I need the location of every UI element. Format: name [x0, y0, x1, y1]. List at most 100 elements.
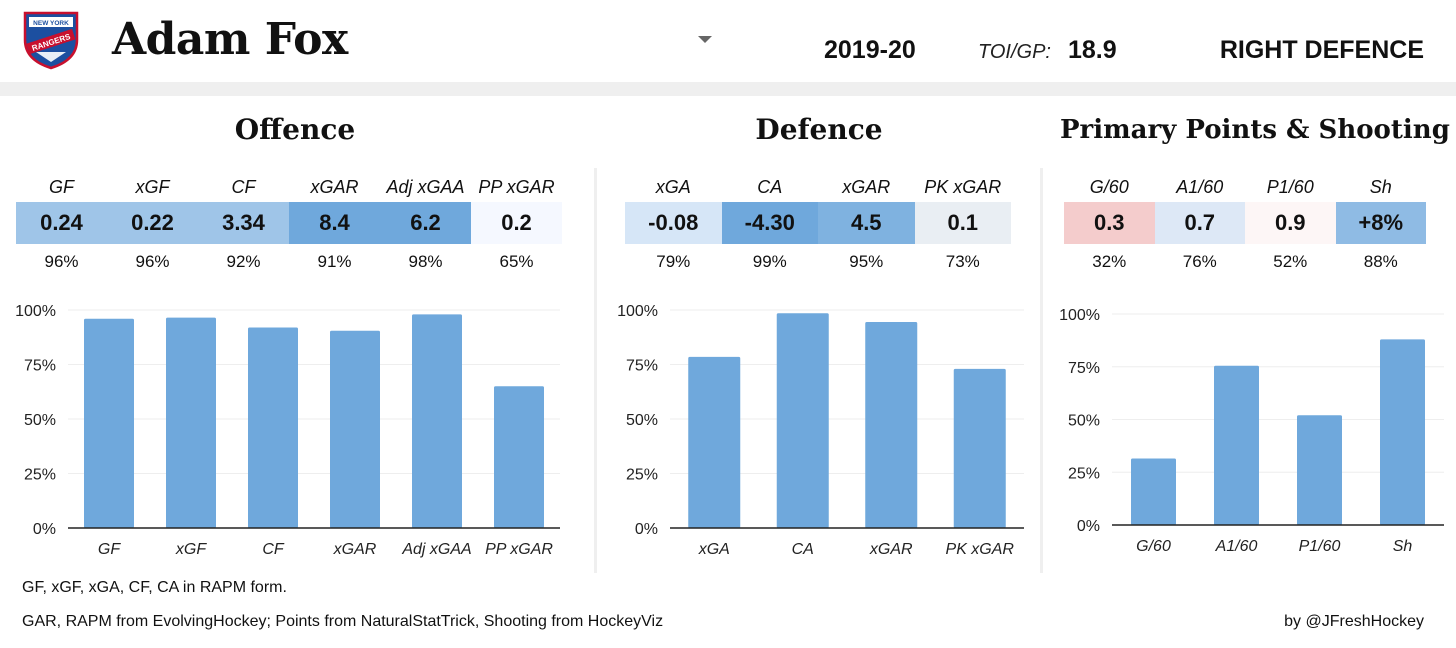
stat-percentile-pk-xgar: 73% — [945, 252, 980, 271]
x-tick-label-cf: CF — [262, 541, 285, 558]
section-title-offence: Offence — [234, 113, 356, 146]
y-tick-label: 25% — [626, 467, 658, 484]
stat-label-sh: Sh — [1369, 177, 1392, 197]
player-dropdown-arrow-icon[interactable] — [698, 36, 712, 43]
stat-percentile-adj-xgaa: 98% — [408, 252, 443, 271]
x-tick-label-xga: xGA — [698, 541, 730, 558]
stat-percentile-ca: 99% — [752, 252, 787, 271]
y-tick-label: 50% — [626, 412, 658, 429]
toi-value: 18.9 — [1068, 36, 1117, 64]
stat-percentile-xgar: 91% — [317, 252, 352, 271]
bar-gf — [84, 318, 134, 528]
bar-pp-xgar — [494, 386, 544, 528]
stat-value-gf: 0.24 — [16, 202, 107, 244]
stat-percentile-g-60: 32% — [1092, 252, 1127, 271]
stat-label-a1-60: A1/60 — [1176, 177, 1224, 197]
stat-value-a1-60: 0.7 — [1154, 202, 1245, 244]
stat-label-xgar: xGAR — [310, 177, 359, 197]
y-tick-label: 0% — [1077, 518, 1100, 535]
player-position: RIGHT DEFENCE — [1219, 36, 1424, 64]
bar-pk-xgar — [953, 368, 1006, 528]
author-credit: by @JFreshHockey — [1284, 613, 1424, 630]
y-tick-label: 100% — [15, 303, 56, 320]
stat-percentile-pp-xgar: 65% — [499, 252, 534, 271]
y-tick-label: 0% — [33, 521, 56, 538]
x-tick-label-pk-xgar: PK xGAR — [946, 541, 1015, 558]
bar-cf — [248, 327, 298, 528]
y-tick-label: 100% — [617, 303, 658, 320]
bar-xga — [688, 356, 741, 528]
y-tick-label: 0% — [635, 521, 658, 538]
header-divider — [0, 82, 1456, 96]
footnote-rapm: GF, xGF, xGA, CF, CA in RAPM form. — [22, 579, 287, 596]
x-tick-label-p1-60: P1/60 — [1299, 538, 1341, 555]
stat-value-pk-xgar: 0.1 — [914, 202, 1011, 244]
stat-percentile-xga: 79% — [656, 252, 691, 271]
points-shooting-percentile-chart: 0% 25% 50% 75% 100% G/60 A1/60 P1/60 Sh — [1059, 307, 1444, 555]
x-tick-label-sh: Sh — [1393, 538, 1413, 555]
stat-label-adj-xgaa: Adj xGAA — [386, 177, 465, 197]
stat-value-xgar: 4.5 — [818, 202, 915, 244]
stat-value-adj-xgaa: 6.2 — [380, 202, 471, 244]
y-tick-label: 25% — [1068, 465, 1100, 482]
stat-percentile-gf: 96% — [44, 252, 79, 271]
stat-label-g-60: G/60 — [1089, 177, 1129, 197]
x-tick-label-pp-xgar: PP xGAR — [485, 541, 553, 558]
stat-value-sh: +8% — [1335, 202, 1426, 244]
x-tick-label-adj-xgaa: Adj xGAA — [401, 541, 471, 558]
bar-sh — [1380, 339, 1425, 525]
stat-value-g-60: 0.3 — [1064, 202, 1155, 244]
stat-label-xgar: xGAR — [842, 177, 891, 197]
stat-label-pk-xgar: PK xGAR — [924, 177, 1002, 197]
y-tick-label: 25% — [24, 467, 56, 484]
section-separator — [594, 168, 597, 573]
stat-percentile-xgar: 95% — [849, 252, 884, 271]
stat-label-xgf: xGF — [135, 177, 170, 197]
bar-xgar — [865, 321, 918, 528]
x-tick-label-g-60: G/60 — [1136, 538, 1171, 555]
bar-xgar — [330, 330, 380, 528]
stat-percentile-a1-60: 76% — [1182, 252, 1217, 271]
section-title-points-shooting: Primary Points & Shooting — [1060, 115, 1450, 145]
player-name: Adam Fox — [112, 14, 348, 65]
x-tick-label-xgar: xGAR — [869, 541, 913, 558]
y-tick-label: 50% — [24, 412, 56, 429]
x-tick-label-gf: GF — [98, 541, 121, 558]
bar-ca — [776, 313, 829, 528]
defence-percentile-chart: 0% 25% 50% 75% 100% xGA CA xGAR PK xGAR — [617, 303, 1024, 558]
toi-label: TOI/GP: — [978, 41, 1051, 63]
y-tick-label: 100% — [1059, 307, 1100, 324]
stat-value-xga: -0.08 — [625, 202, 722, 244]
x-tick-label-ca: CA — [792, 541, 814, 558]
stat-value-ca: -4.30 — [721, 202, 818, 244]
stat-label-xga: xGA — [655, 177, 691, 197]
stat-label-pp-xgar: PP xGAR — [478, 177, 555, 197]
stat-label-p1-60: P1/60 — [1266, 177, 1314, 197]
x-tick-label-a1-60: A1/60 — [1215, 538, 1258, 555]
stat-label-gf: GF — [49, 177, 74, 197]
rangers-shield-logo-icon: NEW YORK RANGERS — [23, 11, 79, 70]
y-tick-label: 75% — [626, 358, 658, 375]
stat-percentile-xgf: 96% — [135, 252, 170, 271]
footnote-sources: GAR, RAPM from EvolvingHockey; Points fr… — [22, 613, 664, 630]
bar-adj-xgaa — [412, 314, 462, 528]
bar-a1-60 — [1214, 365, 1259, 525]
stat-percentile-cf: 92% — [226, 252, 261, 271]
stat-label-cf: CF — [231, 177, 256, 197]
header: NEW YORK RANGERS Adam Fox 2019-20 TOI/GP… — [0, 0, 1456, 82]
section-title-defence: Defence — [755, 113, 883, 146]
stat-value-pp-xgar: 0.2 — [471, 202, 562, 244]
stat-percentile-sh: 88% — [1363, 252, 1398, 271]
y-tick-label: 50% — [1068, 413, 1100, 430]
logo-text-top: NEW YORK — [33, 20, 69, 27]
stat-value-cf: 3.34 — [198, 202, 289, 244]
x-tick-label-xgf: xGF — [175, 541, 207, 558]
stat-value-xgar: 8.4 — [289, 202, 380, 244]
x-tick-label-xgar: xGAR — [333, 541, 377, 558]
stat-value-p1-60: 0.9 — [1245, 202, 1336, 244]
stat-value-xgf: 0.22 — [107, 202, 198, 244]
y-tick-label: 75% — [24, 358, 56, 375]
bar-p1-60 — [1297, 415, 1342, 525]
offence-percentile-chart: 0% 25% 50% 75% 100% GF xGF CF xGAR Adj xGAA PP xGA… — [15, 303, 560, 558]
season: 2019-20 — [824, 36, 916, 64]
